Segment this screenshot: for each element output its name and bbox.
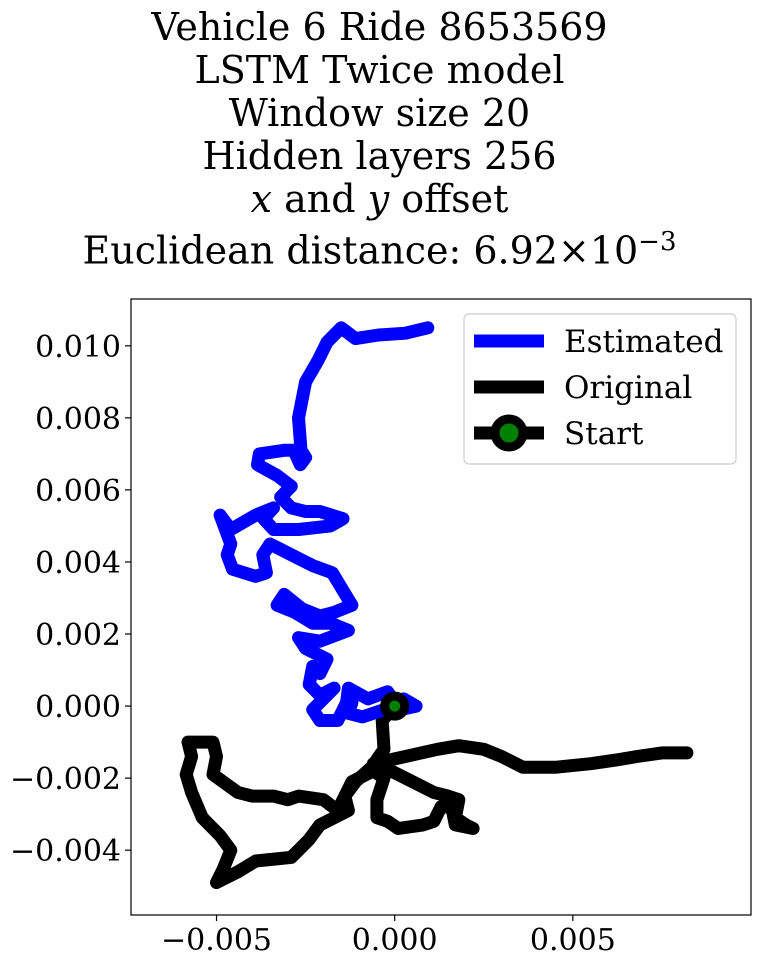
y-tick-label: 0.002 <box>35 618 121 653</box>
title-distance-mantissa: 6.92 <box>473 228 558 273</box>
legend-original-label: Original <box>564 370 692 406</box>
title-distance-prefix: Euclidean distance: <box>82 228 474 273</box>
series-line-original <box>179 699 694 890</box>
title-line-4: Hidden layers 256 <box>202 134 557 178</box>
legend-start-marker <box>490 414 528 452</box>
y-tick-label: 0.004 <box>35 546 121 581</box>
legend-estimated-label: Estimated <box>564 324 723 360</box>
y-tick-label: −0.004 <box>10 834 121 869</box>
title-line-2: LSTM Twice model <box>194 48 565 92</box>
y-axis-ticks: 0.010 0.008 0.006 0.004 0.002 0.000 −0.002 −0.0… <box>10 330 131 869</box>
title-line-3: Window size 20 <box>228 91 531 135</box>
title-line-6: Euclidean distance: 6.92×10−3 <box>0 220 759 273</box>
title-offset: offset <box>389 177 509 221</box>
y-tick-label: 0.010 <box>35 330 121 365</box>
y-tick-label: −0.002 <box>10 762 121 797</box>
start-point-marker <box>380 691 410 721</box>
y-tick-label: 0.006 <box>35 474 121 509</box>
x-tick-label: −0.005 <box>161 923 272 958</box>
series-layer <box>179 321 694 890</box>
marker-layer <box>380 691 410 721</box>
series-line-estimated <box>213 321 435 727</box>
title-distance-base: 10 <box>589 228 639 273</box>
title-y-var: y <box>367 177 390 221</box>
y-tick-label: 0.000 <box>35 690 121 725</box>
x-axis-ticks: −0.005 0.000 0.005 <box>161 915 616 958</box>
title-and: and <box>272 177 368 221</box>
plot-frame <box>130 298 752 916</box>
y-tick-label: 0.008 <box>35 402 121 437</box>
title-distance-times: × <box>557 228 590 273</box>
title-line-1: Vehicle 6 Ride 8653569 <box>151 5 608 49</box>
title-line-5: x and y offset <box>0 177 759 221</box>
title-x-var: x <box>250 177 273 221</box>
legend: Estimated Original Start <box>463 313 737 465</box>
x-tick-label: 0.000 <box>352 923 438 958</box>
title-distance-exponent: −3 <box>638 227 677 257</box>
x-tick-label: 0.005 <box>530 923 616 958</box>
legend-start-label: Start <box>564 416 644 452</box>
